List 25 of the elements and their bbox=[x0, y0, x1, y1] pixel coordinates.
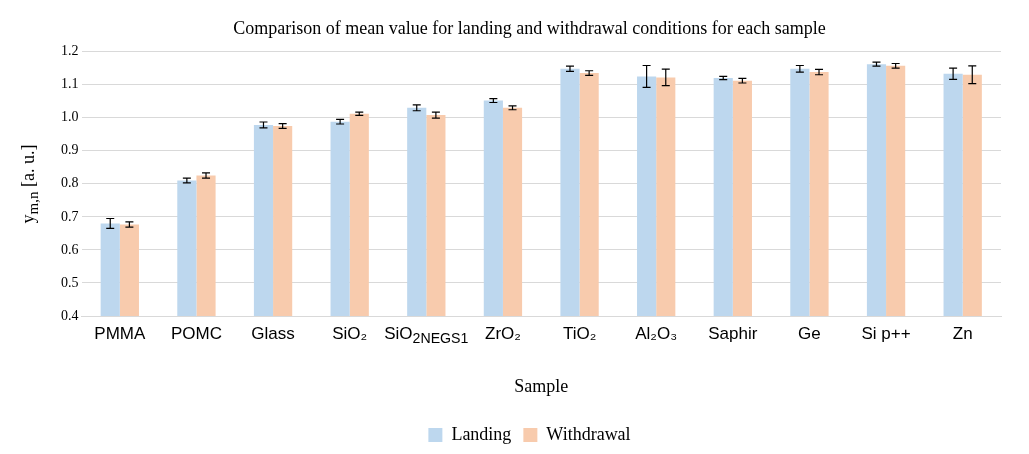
x-tick-label: SiO₂ bbox=[332, 324, 368, 343]
x-tick-label: Al₂O₃ bbox=[635, 324, 678, 343]
y-tick-label: 1.1 bbox=[61, 76, 79, 92]
x-tick-label: Zn bbox=[952, 324, 973, 343]
x-tick-label: Saphir bbox=[708, 324, 758, 343]
x-tick-label: Ge bbox=[798, 324, 821, 343]
x-tick-label: ZrO₂ bbox=[485, 324, 521, 343]
y-tick-label: 0.5 bbox=[61, 274, 79, 290]
x-tick-label: POMC bbox=[170, 324, 222, 343]
chart-title: Comparison of mean value for landing and withdrawal conditions for each sample bbox=[233, 17, 826, 38]
y-tick-label: 0.9 bbox=[61, 142, 79, 158]
y-tick-label: 0.7 bbox=[61, 208, 79, 224]
x-tick-label: PMMA bbox=[94, 324, 146, 343]
y-tick-label: 1.0 bbox=[61, 109, 79, 125]
x-tick-label: TiO₂ bbox=[562, 324, 597, 343]
legend-label: Landing bbox=[451, 423, 512, 444]
x-tick-label: Si p++ bbox=[860, 324, 912, 344]
y-tick-label: 0.4 bbox=[61, 307, 79, 323]
x-tick-label: SiO$_{2NEGS1}$ bbox=[383, 324, 470, 347]
x-axis-title: Sample bbox=[514, 375, 569, 396]
y-tick-label: 0.6 bbox=[61, 241, 79, 257]
x-tick-label: Glass bbox=[251, 324, 295, 343]
y-tick-label: 1.2 bbox=[61, 43, 79, 59]
legend-label: Withdrawal bbox=[546, 423, 631, 444]
y-tick-label: 0.8 bbox=[61, 175, 79, 191]
